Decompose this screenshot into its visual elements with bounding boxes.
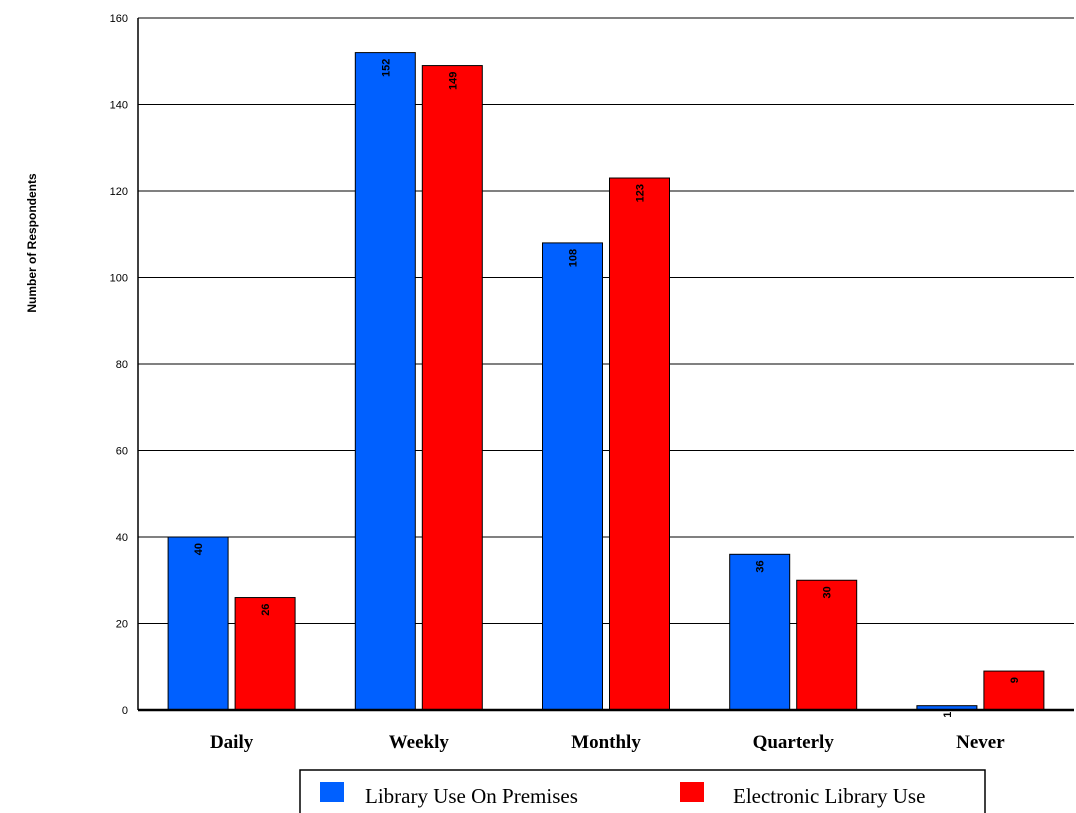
bar bbox=[542, 242, 603, 711]
x-axis-categories: Daily Weekly Monthly Quarterly Never bbox=[210, 732, 1005, 753]
y-tick-label: 40 bbox=[116, 532, 128, 544]
x-category-label: Weekly bbox=[389, 732, 450, 753]
y-tick-label: 140 bbox=[110, 100, 128, 112]
y-tick-label: 60 bbox=[116, 446, 128, 458]
data-label: 1 bbox=[942, 712, 954, 718]
gridlines bbox=[138, 17, 1074, 624]
bar bbox=[167, 536, 229, 711]
data-label: 9 bbox=[1009, 677, 1021, 683]
data-label: 30 bbox=[822, 586, 834, 598]
data-label: 149 bbox=[447, 72, 459, 90]
data-label: 40 bbox=[193, 543, 205, 555]
bar bbox=[234, 597, 296, 711]
y-tick-label: 120 bbox=[110, 186, 128, 198]
legend-label: Electronic Library Use bbox=[733, 784, 925, 808]
legend-label: Library Use On Premises bbox=[365, 784, 578, 808]
bar bbox=[609, 177, 670, 711]
y-tick-label: 100 bbox=[110, 273, 128, 285]
x-category-label: Quarterly bbox=[753, 732, 835, 753]
y-tick-label: 20 bbox=[116, 619, 128, 631]
y-axis-title: Number of Respondents bbox=[25, 173, 39, 313]
bars: 40 26 152 149 108 123 36 30 1 9 bbox=[167, 52, 1045, 718]
y-tick-label: 160 bbox=[110, 13, 128, 25]
bar bbox=[354, 52, 416, 711]
y-axis-ticks: 0 20 40 60 80 100 120 140 160 bbox=[110, 13, 128, 717]
y-tick-label: 0 bbox=[122, 705, 128, 717]
bar bbox=[421, 65, 483, 711]
data-label: 108 bbox=[568, 249, 580, 267]
x-category-label: Daily bbox=[210, 732, 254, 753]
legend-swatch bbox=[680, 782, 704, 802]
data-label: 123 bbox=[635, 184, 647, 202]
axes bbox=[137, 18, 1074, 712]
bar bbox=[796, 579, 858, 711]
y-tick-label: 80 bbox=[116, 359, 128, 371]
legend: Library Use On Premises Electronic Librar… bbox=[299, 769, 986, 813]
data-label: 26 bbox=[260, 604, 272, 616]
legend-swatch bbox=[320, 782, 344, 802]
bar bbox=[983, 670, 1045, 711]
x-category-label: Never bbox=[956, 732, 1005, 753]
bar bbox=[729, 553, 791, 711]
data-label: 152 bbox=[380, 59, 392, 77]
x-category-label: Monthly bbox=[571, 732, 641, 753]
legend-border bbox=[299, 769, 986, 813]
data-label: 36 bbox=[755, 560, 767, 572]
